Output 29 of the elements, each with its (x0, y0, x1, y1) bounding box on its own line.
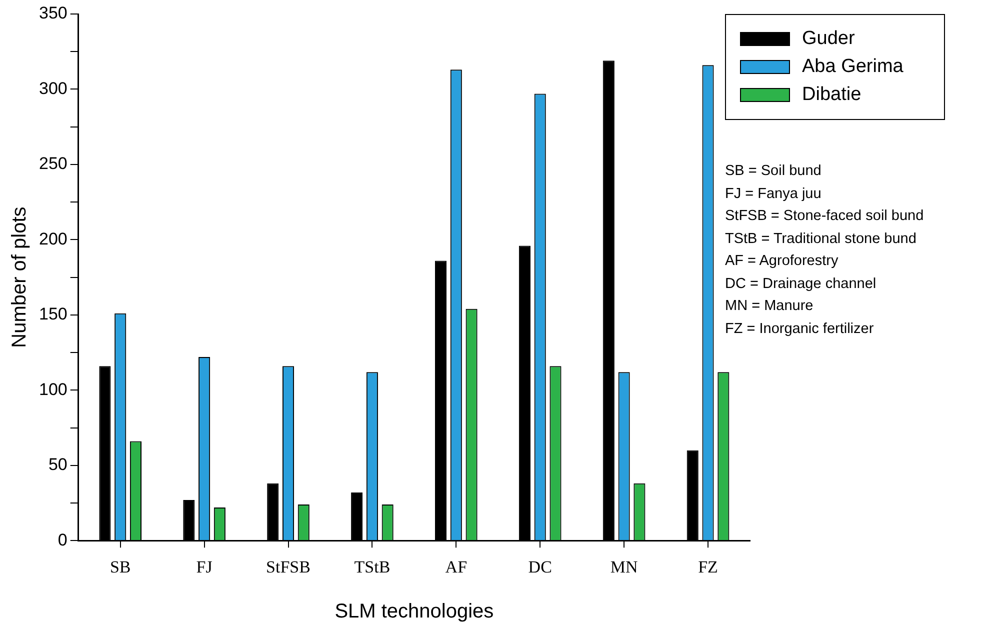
y-tick-label: 150 (38, 304, 68, 324)
y-tick-label: 300 (38, 78, 68, 98)
x-tick-label: FJ (196, 557, 213, 576)
x-tick-label: StFSB (266, 557, 310, 576)
x-tick-label: DC (528, 557, 552, 576)
x-tick-label: FZ (698, 557, 718, 576)
y-tick-label: 350 (38, 4, 68, 23)
y-tick-label: 50 (48, 455, 68, 474)
annotation: StFSB = Stone-faced soil bund (725, 207, 925, 226)
y-axis-title: Number of plots (8, 206, 31, 348)
x-axis-title: SLM technologies (334, 600, 494, 623)
x-tick-label: MN (610, 557, 638, 576)
x-tick-label: SB (110, 557, 131, 576)
legend-label: Dibatie (802, 84, 862, 106)
annotation: SB = Soil bund (725, 162, 822, 181)
x-tick-label: TStB (354, 557, 390, 576)
y-tick-label: 0 (58, 530, 68, 550)
y-tick-label: 100 (38, 380, 68, 399)
annotation: FJ = Fanya juu (725, 184, 822, 204)
annotation: DC = Drainage channel (725, 274, 878, 294)
y-tick-label: 250 (38, 154, 68, 174)
y-tick-label: 200 (38, 229, 68, 248)
annotation: AF = Agroforestry (725, 252, 840, 271)
legend-label: Aba Gerima (802, 56, 904, 78)
annotation: FZ = Inorganic fertilizer (725, 320, 875, 338)
x-tick-label: AF (445, 557, 468, 576)
annotation: TStB = Traditional stone bund (725, 230, 918, 248)
annotation: MN = Manure (725, 297, 814, 316)
legend-label: Guder (802, 28, 855, 50)
